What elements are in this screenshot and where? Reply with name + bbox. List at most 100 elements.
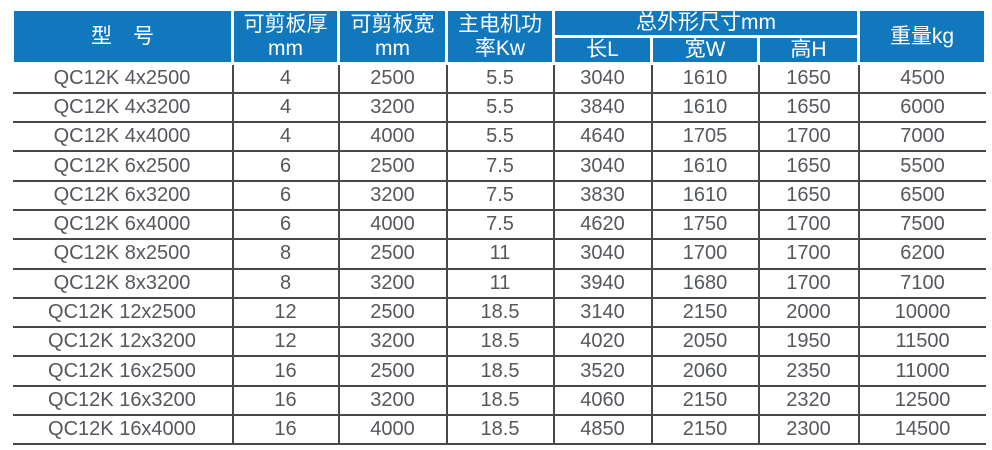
header-power-line1: 主电机功	[458, 12, 542, 36]
table-row: QC12K 12x2500 12 2500 18.5 3140 2150 200…	[12, 296, 986, 329]
header-model: 型 号	[11, 8, 234, 65]
cell-length: 4620	[552, 208, 653, 241]
cell-weight: 7100	[857, 267, 986, 299]
cell-length: 4060	[552, 384, 653, 417]
header-thickness-label: 可剪板厚	[243, 12, 328, 36]
cell-weight: 11500	[857, 326, 986, 358]
cell-power: 18.5	[445, 414, 555, 446]
cell-power: 5.5	[445, 62, 555, 94]
cell-width: 2500	[337, 355, 448, 387]
header-length: 长L	[552, 35, 653, 65]
cell-thickness: 8	[231, 267, 340, 299]
cell-model: QC12K 16x4000	[12, 414, 234, 446]
header-width: 可剪板宽 mm	[337, 8, 448, 65]
cell-model: QC12K 8x2500	[12, 238, 234, 270]
cell-thickness: 16	[231, 355, 340, 387]
cell-width: 2500	[337, 296, 448, 329]
cell-length: 3830	[552, 179, 653, 211]
cell-thickness: 6	[231, 208, 340, 241]
cell-power: 7.5	[445, 208, 555, 241]
cell-power: 18.5	[445, 296, 555, 329]
header-height: 高H	[756, 35, 861, 65]
cell-length: 4850	[552, 414, 653, 446]
cell-power: 18.5	[445, 326, 555, 358]
table-row: QC12K 4x2500 4 2500 5.5 3040 1610 1650 4…	[12, 62, 986, 94]
cell-power: 7.5	[445, 179, 555, 211]
cell-width-w: 1610	[650, 91, 760, 124]
cell-height: 1650	[757, 91, 860, 124]
cell-width-w: 1610	[650, 150, 760, 182]
header-width-label: 可剪板宽	[350, 12, 435, 36]
table-row: QC12K 6x4000 6 4000 7.5 4620 1750 1700 7…	[12, 208, 986, 241]
cell-weight: 6500	[857, 179, 986, 211]
cell-length: 3040	[552, 238, 653, 270]
specs-table: 型 号 可剪板厚 mm 可剪板宽 mm 主电机功 率Kw 总外形尺寸mm 重量k…	[11, 8, 988, 446]
cell-thickness: 4	[231, 91, 340, 124]
cell-thickness: 4	[231, 62, 340, 94]
cell-length: 3520	[552, 355, 653, 387]
cell-power: 5.5	[445, 91, 555, 124]
header-weight: 重量kg	[857, 8, 988, 65]
cell-height: 2320	[757, 384, 860, 417]
cell-width: 2500	[337, 62, 448, 94]
cell-height: 1650	[757, 179, 860, 211]
cell-power: 18.5	[445, 355, 555, 387]
cell-width: 3200	[337, 326, 448, 358]
header-thickness-unit: mm	[268, 36, 303, 60]
cell-width: 2500	[337, 150, 448, 182]
cell-power: 11	[445, 238, 555, 270]
cell-thickness: 6	[231, 179, 340, 211]
cell-width-w: 2150	[650, 296, 760, 329]
cell-height: 1950	[757, 326, 860, 358]
cell-height: 2350	[757, 355, 860, 387]
cell-thickness: 8	[231, 238, 340, 270]
header-dimensions: 总外形尺寸mm	[551, 8, 861, 38]
header-width-unit: mm	[375, 36, 410, 60]
cell-model: QC12K 4x4000	[12, 121, 234, 153]
cell-thickness: 12	[231, 296, 340, 329]
cell-weight: 7500	[857, 208, 986, 241]
cell-power: 5.5	[445, 121, 555, 153]
header-row-sub: 长L 宽W 高H	[13, 35, 986, 65]
cell-thickness: 4	[231, 121, 340, 153]
cell-width: 3200	[337, 179, 448, 211]
cell-length: 4640	[552, 121, 653, 153]
cell-model: QC12K 12x2500	[12, 296, 234, 329]
cell-model: QC12K 6x2500	[12, 150, 234, 182]
cell-width-w: 2060	[650, 355, 760, 387]
cell-width-w: 1750	[650, 208, 760, 241]
cell-height: 1700	[757, 238, 860, 270]
header-power: 主电机功 率Kw	[445, 8, 555, 65]
cell-width-w: 1700	[650, 238, 760, 270]
header-row-top: 型 号 可剪板厚 mm 可剪板宽 mm 主电机功 率Kw 总外形尺寸mm 重量k…	[11, 8, 988, 65]
cell-height: 1650	[757, 150, 860, 182]
cell-width: 3200	[337, 267, 448, 299]
cell-width-w: 1680	[650, 267, 760, 299]
cell-width-w: 1705	[650, 121, 760, 153]
spec-table-body: QC12K 4x2500 4 2500 5.5 3040 1610 1650 4…	[12, 62, 986, 446]
cell-model: QC12K 4x2500	[12, 62, 234, 94]
cell-width: 4000	[337, 414, 448, 446]
cell-weight: 12500	[857, 384, 986, 417]
cell-height: 2300	[757, 414, 860, 446]
header-width-w: 宽W	[650, 35, 760, 65]
header-thickness: 可剪板厚 mm	[231, 8, 340, 65]
cell-power: 11	[445, 267, 555, 299]
cell-width: 4000	[337, 208, 448, 241]
cell-height: 1700	[757, 208, 860, 241]
cell-power: 18.5	[445, 384, 555, 417]
cell-height: 1650	[757, 62, 860, 94]
cell-length: 4020	[552, 326, 653, 358]
cell-width-w: 1610	[650, 179, 760, 211]
cell-weight: 6000	[857, 91, 986, 124]
cell-weight: 7000	[857, 121, 986, 153]
table-row: QC12K 6x3200 6 3200 7.5 3830 1610 1650 6…	[12, 179, 986, 211]
cell-thickness: 16	[231, 414, 340, 446]
cell-model: QC12K 12x3200	[12, 326, 234, 358]
header-power-line2: 率Kw	[474, 36, 526, 60]
cell-weight: 11000	[857, 355, 986, 387]
cell-width-w: 2150	[650, 384, 760, 417]
cell-model: QC12K 4x3200	[12, 91, 234, 124]
cell-weight: 6200	[857, 238, 986, 270]
cell-length: 3140	[552, 296, 653, 329]
